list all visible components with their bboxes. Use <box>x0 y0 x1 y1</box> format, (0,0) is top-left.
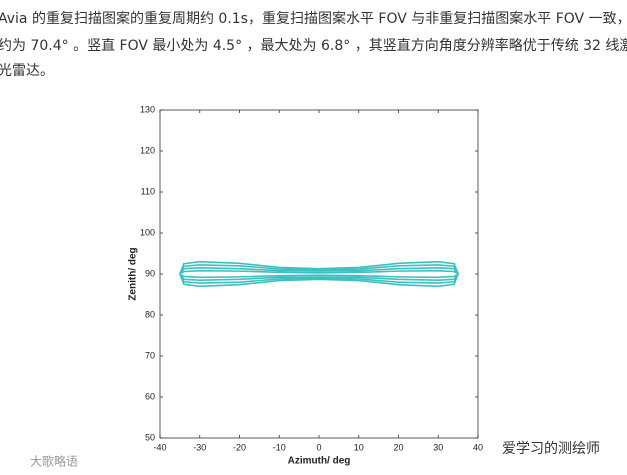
x-tick-label: 10 <box>354 442 364 452</box>
scan-line <box>179 269 460 279</box>
y-axis-label: Zenith/ deg <box>128 247 139 300</box>
y-tick-label: 80 <box>145 309 155 319</box>
y-tick-label: 100 <box>140 227 155 237</box>
x-tick-label: -20 <box>233 442 246 452</box>
x-tick-label: -30 <box>193 442 206 452</box>
watermark: 大歌略语 <box>30 454 78 469</box>
y-tick-label: 50 <box>145 432 155 442</box>
watermark: 爱学习的测绘师 <box>502 441 600 457</box>
x-tick-label: 30 <box>433 442 443 452</box>
y-tick-label: 90 <box>145 268 155 278</box>
y-tick-label: 130 <box>140 104 155 114</box>
x-tick-label: -10 <box>273 442 286 452</box>
plot-frame <box>159 109 479 439</box>
y-tick-label: 60 <box>145 391 155 401</box>
x-tick-label: -40 <box>153 442 166 452</box>
paragraph-line: 光雷达。 <box>0 63 54 79</box>
x-tick-label: 40 <box>473 442 483 452</box>
x-tick-label: 0 <box>316 442 321 452</box>
x-tick-label: 20 <box>393 442 403 452</box>
x-axis-label: Azimuth/ deg <box>288 456 351 467</box>
y-tick-label: 70 <box>145 350 155 360</box>
y-tick-label: 120 <box>140 145 155 155</box>
y-tick-label: 110 <box>141 186 155 196</box>
paragraph-line: 约为 70.4° 。竖直 FOV 最小处为 4.5° ，最大处为 6.8° ，其… <box>0 38 627 54</box>
paragraph-line: Avia 的重复扫描图案的重复周期约 0.1s，重复扫描图案水平 FOV 与非重… <box>0 11 627 27</box>
